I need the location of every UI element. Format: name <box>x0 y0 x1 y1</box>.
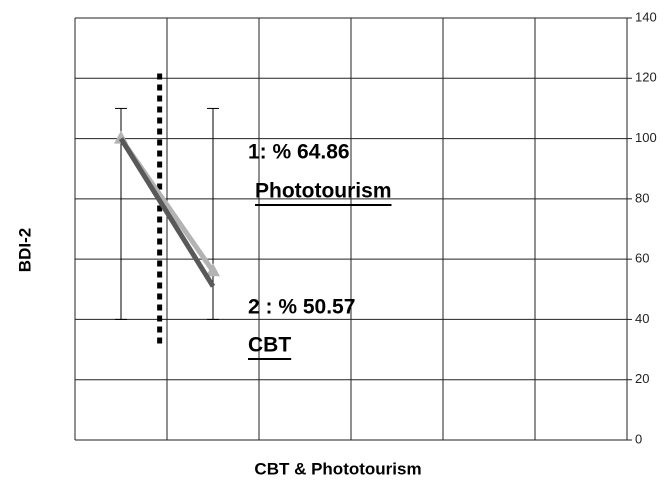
y-tick-label: 120 <box>635 70 657 85</box>
y-tick-label: 40 <box>635 311 649 326</box>
y-tick-label: 60 <box>635 251 649 266</box>
y-tick-label: 20 <box>635 371 649 386</box>
x-axis-label: CBT & Phototourism <box>254 459 421 478</box>
series-line <box>118 137 216 288</box>
y-axis-label: BDI-2 <box>15 228 34 272</box>
annotation: CBT <box>248 334 291 357</box>
annotation: 2 : % 50.57 <box>248 296 355 319</box>
y-tick-label: 100 <box>635 130 657 145</box>
y-tick-label: 80 <box>635 190 649 205</box>
y-tick-label: 140 <box>635 9 657 24</box>
y-tick-label: 0 <box>635 431 642 446</box>
marker <box>206 263 220 277</box>
annotation: Phototourism <box>255 180 392 203</box>
annotation: 1: % 64.86 <box>248 141 350 164</box>
